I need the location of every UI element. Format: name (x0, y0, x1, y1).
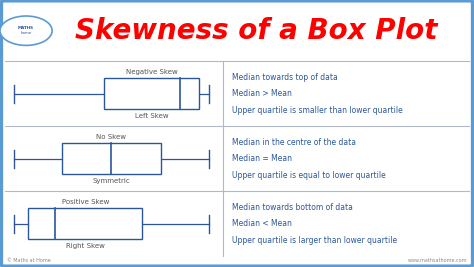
Text: Median = Mean: Median = Mean (232, 154, 292, 163)
Text: Median > Mean: Median > Mean (232, 89, 292, 98)
Bar (62, 143, 161, 174)
Text: Negative Skew: Negative Skew (126, 69, 178, 75)
Text: No Skew: No Skew (96, 134, 127, 140)
Text: Skewness of a Box Plot: Skewness of a Box Plot (75, 17, 437, 45)
Text: Left Skew: Left Skew (135, 113, 168, 119)
Text: www.mathsathome.com: www.mathsathome.com (407, 258, 467, 263)
Text: Right Skew: Right Skew (66, 243, 105, 249)
Circle shape (0, 16, 52, 45)
Text: Median towards bottom of data: Median towards bottom of data (232, 203, 353, 212)
Bar (28, 208, 142, 239)
Text: Median < Mean: Median < Mean (232, 219, 292, 228)
Text: Upper quartile is equal to lower quartile: Upper quartile is equal to lower quartil… (232, 171, 386, 180)
Text: Median in the centre of the data: Median in the centre of the data (232, 138, 356, 147)
Text: home: home (20, 31, 32, 34)
Bar (104, 78, 199, 109)
Text: MATHS: MATHS (18, 26, 34, 30)
Text: Median towards top of data: Median towards top of data (232, 73, 338, 82)
Text: © Maths at Home: © Maths at Home (7, 258, 51, 263)
Text: Upper quartile is smaller than lower quartile: Upper quartile is smaller than lower qua… (232, 105, 403, 115)
Text: Positive Skew: Positive Skew (62, 199, 109, 205)
Text: Upper quartile is larger than lower quartile: Upper quartile is larger than lower quar… (232, 235, 397, 245)
Text: Symmetric: Symmetric (92, 178, 130, 184)
